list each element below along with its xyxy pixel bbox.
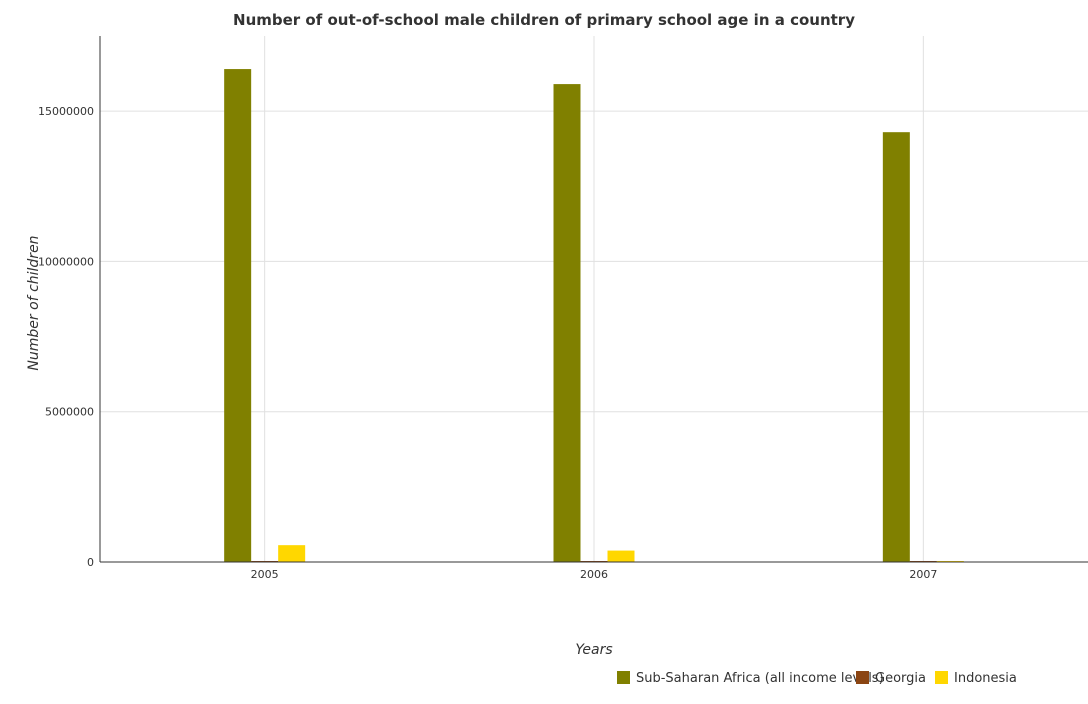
bar-sub-saharan-africa-all-income-levels--2007 — [882, 132, 910, 562]
y-tick-label: 0 — [87, 556, 94, 569]
y-tick-label: 15000000 — [38, 105, 94, 118]
x-tick-label: 2006 — [580, 568, 608, 581]
bar-indonesia-2006 — [607, 550, 635, 562]
legend-label: Georgia — [875, 671, 926, 686]
y-axis-label: Number of children — [26, 235, 42, 370]
bar-sub-saharan-africa-all-income-levels--2005 — [224, 69, 252, 562]
bar-indonesia-2005 — [278, 545, 306, 562]
axes: 0 5000000 10000000 15000000 2005 2006 2007 — [38, 36, 1088, 581]
legend-label: Sub-Saharan Africa (all income levels) — [636, 671, 884, 686]
bars — [224, 69, 964, 562]
legend: Sub-Saharan Africa (all income levels)Ge… — [617, 671, 1017, 686]
legend-swatch — [856, 671, 869, 684]
y-tick-label: 10000000 — [38, 255, 94, 268]
x-axis-label: Years — [575, 642, 612, 658]
x-tick-label: 2007 — [909, 568, 937, 581]
chart-title: Number of out-of-school male children of… — [233, 11, 855, 29]
legend-swatch — [935, 671, 948, 684]
legend-swatch — [617, 671, 630, 684]
x-tick-label: 2005 — [251, 568, 279, 581]
y-tick-label: 5000000 — [45, 406, 94, 419]
legend-label: Indonesia — [954, 671, 1017, 686]
bar-sub-saharan-africa-all-income-levels--2006 — [553, 84, 581, 562]
